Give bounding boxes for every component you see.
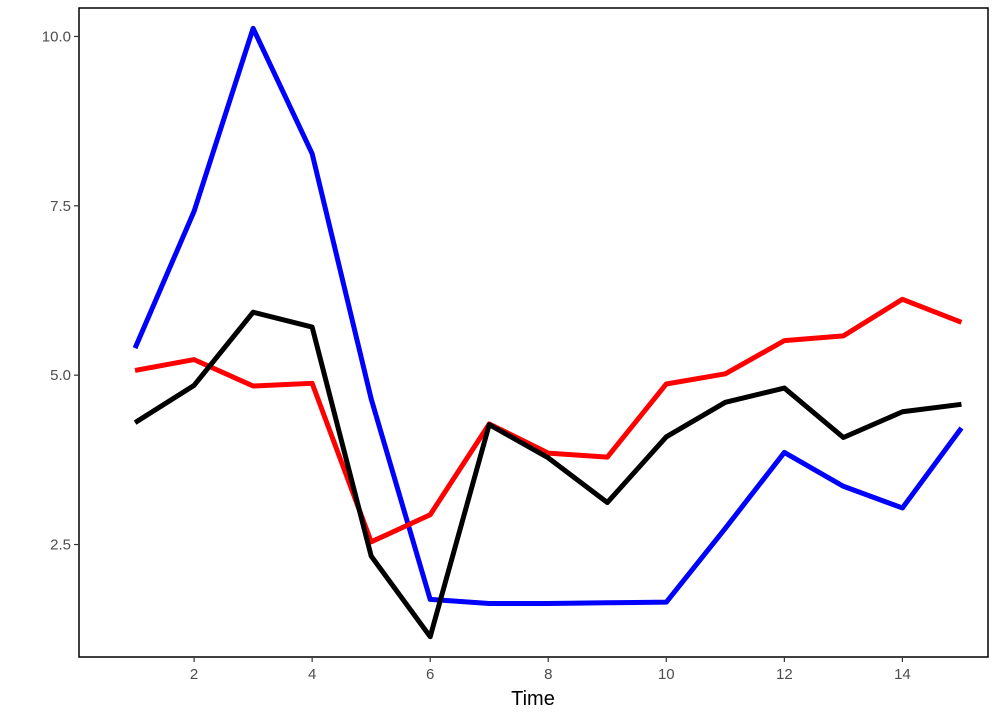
- x-tick-label: 12: [776, 666, 793, 683]
- y-tick-label: 7.5: [50, 198, 71, 215]
- y-axis: 2.5 5.0 7.5 10.0: [42, 28, 79, 554]
- x-tick-label: 2: [190, 666, 198, 683]
- y-tick-label: 5.0: [50, 367, 71, 384]
- plot-panel: [78, 7, 989, 658]
- x-axis-title: Time: [511, 688, 555, 710]
- x-tick-label: 10: [658, 666, 675, 683]
- x-tick-label: 14: [894, 666, 911, 683]
- x-tick-label: 8: [544, 666, 552, 683]
- y-tick-label: 10.0: [42, 28, 71, 45]
- x-tick-label: 4: [308, 666, 316, 683]
- x-axis: 2 4 6 8 10 12 14: [190, 657, 911, 683]
- series-line-2: [134, 296, 963, 545]
- series-layer: [132, 25, 964, 640]
- series-line-3: [133, 309, 962, 640]
- x-tick-label: 6: [426, 666, 434, 683]
- y-tick-label: 2.5: [50, 537, 71, 554]
- series-line-1: [132, 25, 964, 606]
